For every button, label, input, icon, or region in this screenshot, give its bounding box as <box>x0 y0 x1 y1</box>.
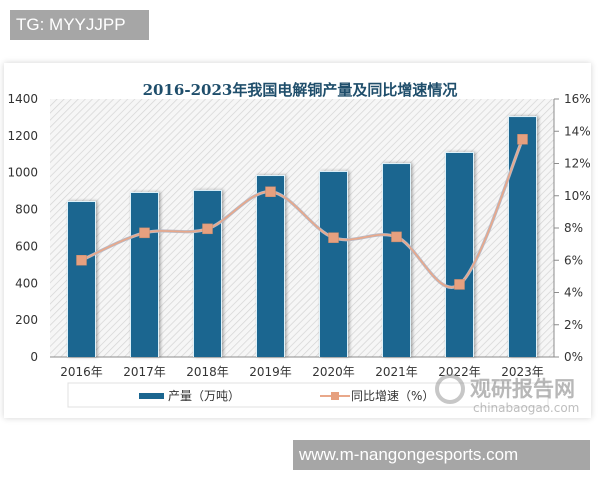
left-axis: 0 200 400 600 800 1000 1200 1400 <box>7 92 38 364</box>
line-marker <box>139 227 150 239</box>
x-tick-label: 2019年 <box>249 365 292 379</box>
line-series <box>76 134 528 290</box>
right-tick-label: 12% <box>564 157 591 171</box>
legend-bar-label: 产量（万吨） <box>168 389 240 403</box>
bar <box>131 192 158 357</box>
x-tick-label: 2017年 <box>123 365 166 379</box>
left-tick-label: 200 <box>15 313 38 327</box>
left-tick-label: 400 <box>15 276 38 290</box>
line-marker <box>454 279 465 290</box>
line-marker <box>517 134 528 145</box>
left-tick-label: 0 <box>30 350 38 364</box>
line-marker <box>328 232 339 243</box>
logo-swirl-icon <box>435 374 465 404</box>
bar <box>383 164 410 357</box>
bar <box>194 190 221 357</box>
left-tick-label: 600 <box>15 239 38 253</box>
right-tick-label: 10% <box>564 189 591 203</box>
right-tick-label: 6% <box>564 253 583 267</box>
line-marker <box>202 223 213 235</box>
legend-bar-swatch <box>139 393 164 399</box>
source-logo: 观研报告网 chinabaogao.com <box>435 374 579 415</box>
chart-title: 2016-2023年我国电解铜产量及同比增速情况 <box>142 81 458 99</box>
line-marker <box>265 186 276 197</box>
right-tick-label: 0% <box>564 350 583 364</box>
plot-area <box>50 99 554 357</box>
bar <box>446 152 473 357</box>
legend-line-label: 同比增速（%） <box>351 389 434 403</box>
right-tick-label: 14% <box>564 124 591 138</box>
bar <box>320 171 347 357</box>
x-tick-label: 2021年 <box>375 365 418 379</box>
right-tick-label: 2% <box>564 318 583 332</box>
bar-series <box>67 116 537 357</box>
right-tick-label: 4% <box>564 286 583 300</box>
left-tick-label: 1200 <box>7 129 38 143</box>
x-tick-label: 2023年 <box>501 365 544 379</box>
watermark-bottom: www.m-nangongesports.com <box>293 440 590 470</box>
right-tick-label: 16% <box>564 92 591 106</box>
x-tick-label: 2018年 <box>186 365 229 379</box>
line-marker <box>391 231 402 243</box>
bar <box>509 117 536 357</box>
bar <box>257 176 284 357</box>
left-tick-label: 800 <box>15 203 38 217</box>
legend-line-marker <box>331 392 339 400</box>
bar <box>68 202 95 357</box>
right-tick-label: 8% <box>564 221 583 235</box>
x-tick-label: 2016年 <box>60 365 103 379</box>
right-axis: 0% 2% 4% 6% 8% 10% 12% 14% 16% <box>554 92 591 364</box>
svg-text:chinabaogao.com: chinabaogao.com <box>473 401 579 415</box>
x-tick-label: 2020年 <box>312 365 355 379</box>
svg-text:观研报告网: 观研报告网 <box>470 377 575 401</box>
watermark-top: TG: MYYJJPP <box>10 10 149 40</box>
line-marker <box>76 255 87 266</box>
left-tick-label: 1000 <box>7 166 38 180</box>
left-tick-label: 1400 <box>7 92 38 106</box>
